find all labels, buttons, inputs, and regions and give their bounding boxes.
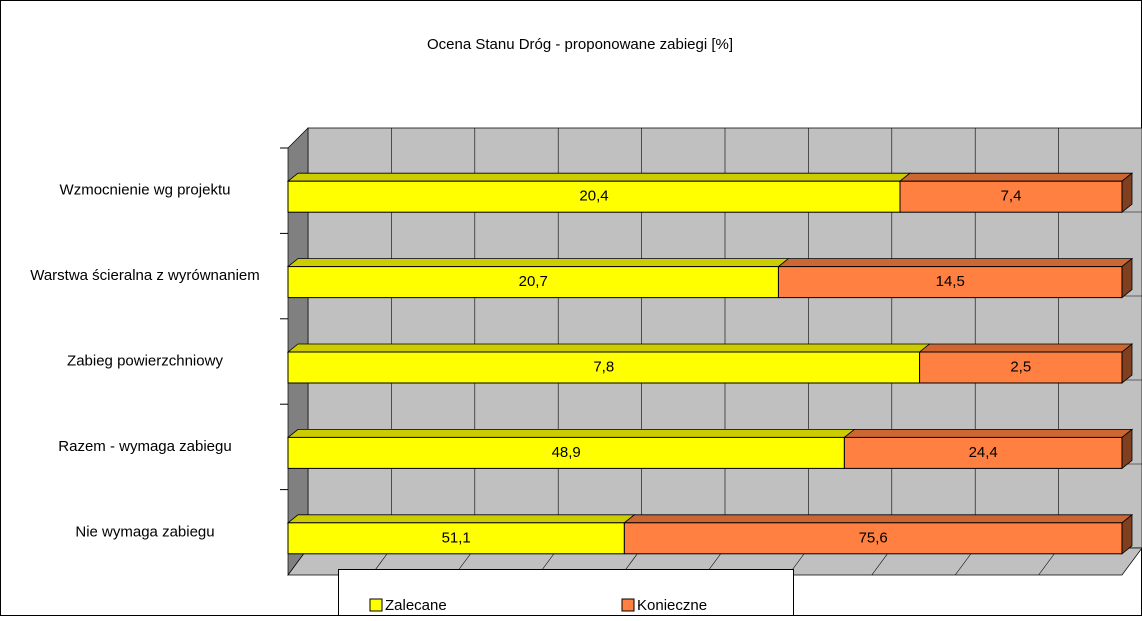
- bar: [899, 180, 1123, 213]
- y-tick-label: Nie wymaga zabiegu: [75, 523, 214, 540]
- bar-top: [286, 428, 856, 438]
- data-label: 20,7: [519, 273, 548, 290]
- bar-top: [777, 258, 1134, 268]
- bar: [287, 436, 845, 469]
- legend-label: Zalecane: [385, 597, 447, 614]
- data-label: 14,5: [936, 273, 965, 290]
- bar: [777, 266, 1123, 299]
- bar: [843, 436, 1123, 469]
- bar-top: [623, 514, 1134, 524]
- bar: [287, 266, 779, 299]
- data-label: 51,1: [442, 529, 471, 546]
- bar-top: [286, 258, 790, 268]
- legend-swatch: [369, 598, 383, 612]
- bar: [287, 180, 901, 213]
- bar: [287, 522, 625, 555]
- chart-title: Ocena Stanu Dróg - proponowane zabiegi […: [427, 36, 733, 53]
- data-label: 7,8: [593, 358, 614, 375]
- data-label: 48,9: [552, 444, 581, 461]
- y-tick-label: Warstwa ścieralna z wyrównaniem: [30, 267, 260, 284]
- y-tick-label: Wzmocnienie wg projektu: [60, 182, 231, 199]
- y-tick-label: Zabieg powierzchniowy: [67, 352, 223, 369]
- bar-top: [918, 343, 1134, 353]
- legend-label: Konieczne: [637, 597, 707, 614]
- data-label: 75,6: [859, 529, 888, 546]
- data-label: 2,5: [1010, 358, 1031, 375]
- bar-top: [843, 428, 1134, 438]
- legend-swatch: [621, 598, 635, 612]
- bar-top: [286, 172, 912, 182]
- bar: [919, 351, 1123, 384]
- bar-top: [898, 172, 1134, 182]
- plot: 20,4 7,4 20,7 14,5 7,8 2,5 48,9 24,4 51,1 75,6: [286, 172, 1134, 555]
- bar: [287, 351, 921, 384]
- data-label: 7,4: [1001, 188, 1022, 205]
- data-label: 20,4: [579, 188, 608, 205]
- bar-top: [286, 514, 636, 524]
- bar: [623, 522, 1123, 555]
- bar-top: [286, 343, 931, 353]
- data-label: 24,4: [969, 444, 998, 461]
- y-tick-label: Razem - wymaga zabiegu: [58, 438, 231, 455]
